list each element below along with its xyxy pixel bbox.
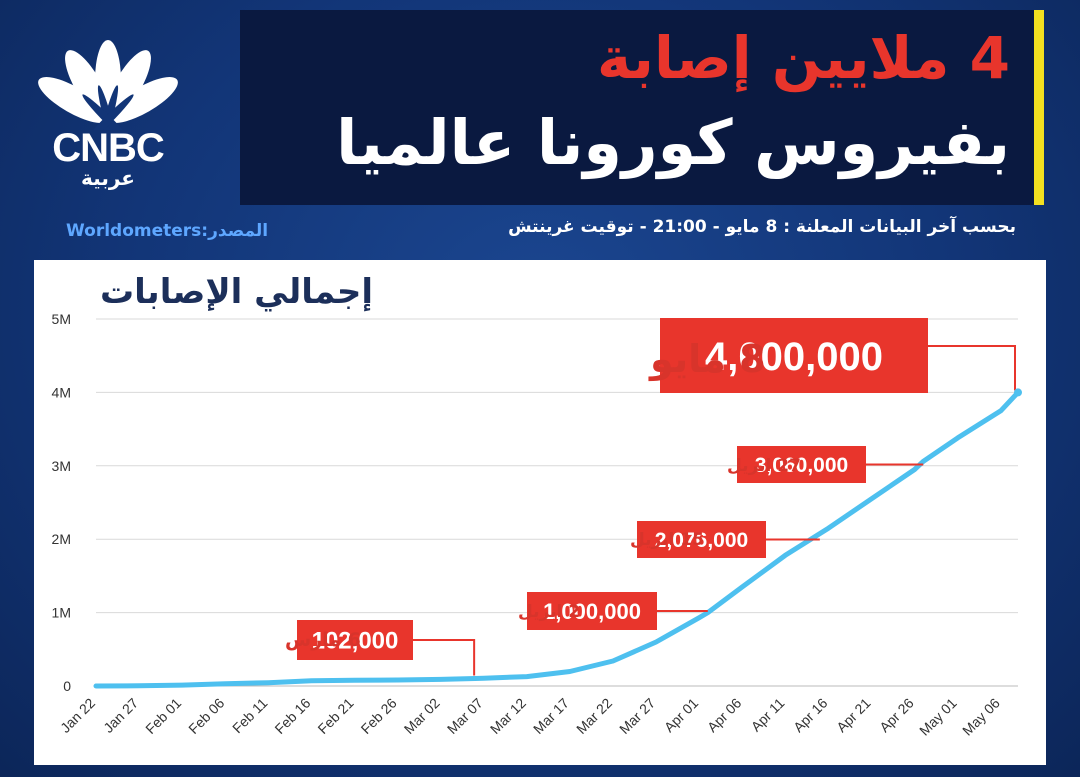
x-tick-label: Mar 27 [616,695,658,737]
annotation-value-box [297,620,413,660]
chart-title: إجمالي الإصابات [100,272,374,312]
x-tick-label: Feb 26 [358,695,400,737]
y-tick-label: 1M [52,605,71,621]
annotation-date: 27 ابريل [727,456,801,476]
source-label: Worldometers:المصدر [66,221,269,241]
x-tick-label: Feb 06 [185,695,227,737]
x-tick-label: May 01 [916,695,960,739]
annotation-date: 6 مارس [285,629,361,651]
series-line [93,389,1021,689]
headline-box: 4 ملايين إصابة بفيروس كورونا عالميا [240,10,1044,205]
y-tick-label: 0 [63,678,71,694]
x-tick-label: Jan 27 [100,695,141,736]
annotation-value-box [527,592,657,630]
annotation-connector [928,345,1016,391]
headline-line-2: بفيروس كورونا عالميا [336,106,1010,179]
x-tick-label: Mar 22 [573,695,615,737]
headline-line-1: 4 ملايين إصابة [597,24,1010,92]
x-tick-label: Feb 11 [229,695,271,737]
x-tick-label: Mar 07 [444,695,486,737]
x-tick-label: Feb 01 [142,695,184,737]
annotation-date: 2 ابريل [518,602,580,622]
y-tick-label: 5M [52,311,71,327]
x-tick-label: Feb 16 [271,695,313,737]
annotation-value: 1,000,000 [543,599,641,624]
x-tick-label: Apr 06 [704,695,745,736]
annotation-value: 3,060,000 [755,454,848,477]
x-tick-label: Apr 21 [833,695,874,736]
x-tick-label: Mar 17 [530,695,572,737]
x-tick-label: Apr 26 [876,695,917,736]
x-tick-label: Apr 11 [748,695,788,735]
x-tick-label: May 06 [959,695,1003,739]
y-tick-label: 3M [52,458,71,474]
annotation-value-box [737,446,866,483]
series-end-point [1014,388,1022,397]
annotation-value-box [637,521,766,558]
x-tick-label: Apr 01 [661,695,702,736]
cnbc-arabia-logo: CNBC عربية [28,38,188,190]
annotation-connector [413,639,476,676]
annotation-date: 8 مايو [648,337,766,381]
y-tick-label: 4M [52,384,71,400]
data-timestamp-note: بحسب آخر البيانات المعلنة : 8 مايو - 21:… [508,217,1016,237]
logo-arabic-wordmark: عربية [81,166,135,190]
x-tick-label: Jan 22 [57,695,98,736]
annotation-value: 102,000 [312,628,399,655]
y-tick-label: 2M [52,531,71,547]
annotation-value-box [660,318,928,393]
logo-wordmark: CNBC [52,126,165,170]
x-tick-label: Mar 12 [487,695,529,737]
x-tick-label: Feb 21 [314,695,356,737]
annotation-value: 2,076,000 [655,529,748,552]
annotation-value: 4,000,000 [705,335,883,379]
x-tick-label: Apr 16 [790,695,831,736]
x-tick-label: Mar 02 [401,695,443,737]
annotation-date: 15 ابريل [630,530,704,550]
